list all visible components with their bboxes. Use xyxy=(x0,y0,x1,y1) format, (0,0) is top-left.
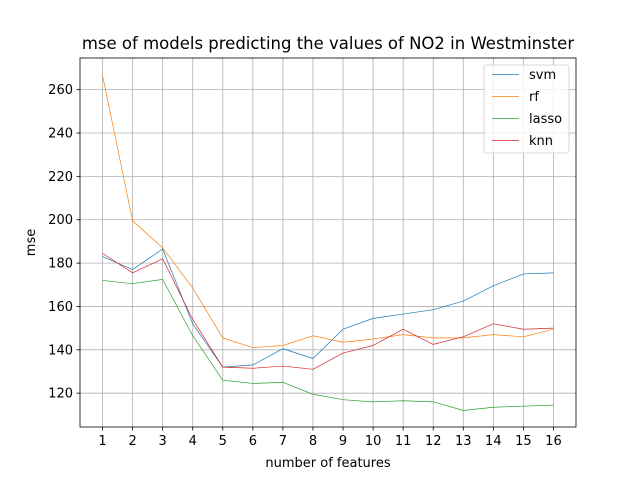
y-axis-ticks: 120 140 160 180 200 220 240 260 xyxy=(48,83,80,402)
y-tick-label: 120 xyxy=(48,387,73,402)
x-tick-label: 13 xyxy=(455,434,472,449)
series-line-lasso xyxy=(102,279,554,411)
x-tick-label: 4 xyxy=(189,434,197,449)
x-tick-label: 9 xyxy=(339,434,347,449)
y-tick-label: 180 xyxy=(48,257,73,272)
plot-frame xyxy=(79,57,577,428)
y-tick-label: 260 xyxy=(48,83,73,98)
y-tick-label: 140 xyxy=(48,343,73,358)
y-tick-label: 220 xyxy=(48,170,73,185)
x-tick-label: 11 xyxy=(395,434,412,449)
x-tick-label: 3 xyxy=(159,434,167,449)
x-tick-label: 6 xyxy=(249,434,257,449)
y-tick-label: 160 xyxy=(48,300,73,315)
chart-title: mse of models predicting the values of N… xyxy=(82,34,574,53)
x-axis-ticks: 1 2 3 4 5 6 7 8 9 10 11 12 13 14 15 16 xyxy=(98,427,562,449)
x-tick-label: 5 xyxy=(219,434,227,449)
legend: svm rf lasso knn xyxy=(483,64,570,154)
series-line-knn xyxy=(102,253,554,370)
x-tick-label: 2 xyxy=(128,434,136,449)
x-tick-label: 1 xyxy=(98,434,106,449)
legend-label-knn: knn xyxy=(529,134,553,149)
x-tick-label: 15 xyxy=(515,434,532,449)
x-tick-label: 7 xyxy=(279,434,287,449)
series-line-svm xyxy=(102,248,554,368)
x-tick-label: 10 xyxy=(365,434,382,449)
y-tick-label: 200 xyxy=(48,213,73,228)
legend-label-rf: rf xyxy=(529,90,539,105)
x-tick-label: 8 xyxy=(309,434,317,449)
x-axis-label: number of features xyxy=(265,456,390,471)
series-line-rf xyxy=(102,75,554,348)
x-tick-label: 12 xyxy=(425,434,442,449)
legend-label-svm: svm xyxy=(529,68,556,83)
legend-box xyxy=(483,64,570,154)
x-tick-label: 16 xyxy=(545,434,562,449)
legend-label-lasso: lasso xyxy=(529,112,562,127)
y-tick-label: 240 xyxy=(48,127,73,142)
x-tick-label: 14 xyxy=(485,434,502,449)
grid-lines xyxy=(80,58,576,427)
series-lines xyxy=(102,75,554,411)
y-axis-label: mse xyxy=(24,229,39,256)
